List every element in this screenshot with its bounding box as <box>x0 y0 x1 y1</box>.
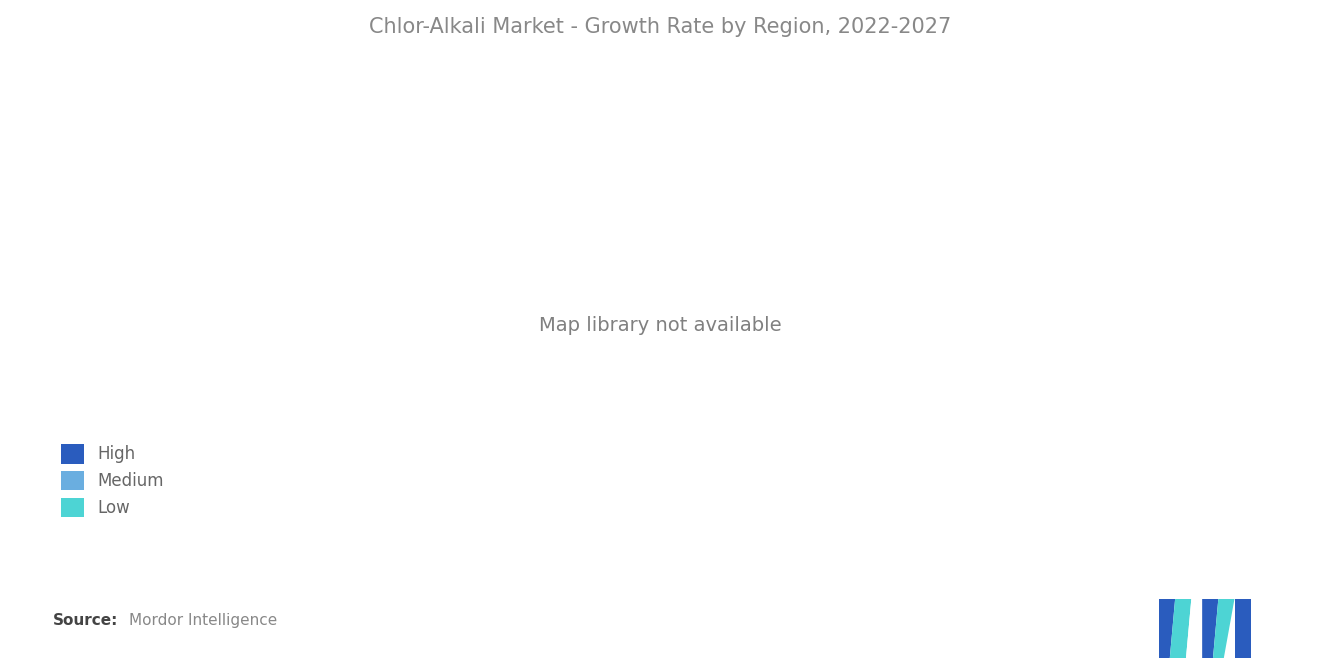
Polygon shape <box>1185 598 1197 658</box>
Polygon shape <box>1170 598 1192 658</box>
Polygon shape <box>1203 598 1218 658</box>
Text: Map library not available: Map library not available <box>539 317 781 335</box>
Text: Chlor-Alkali Market - Growth Rate by Region, 2022-2027: Chlor-Alkali Market - Growth Rate by Reg… <box>368 17 952 37</box>
Polygon shape <box>1159 598 1175 658</box>
Legend: High, Medium, Low: High, Medium, Low <box>61 444 164 517</box>
Polygon shape <box>1234 598 1251 658</box>
Text: Source:: Source: <box>53 613 119 628</box>
Text: Mordor Intelligence: Mordor Intelligence <box>129 613 277 628</box>
Polygon shape <box>1213 598 1234 658</box>
